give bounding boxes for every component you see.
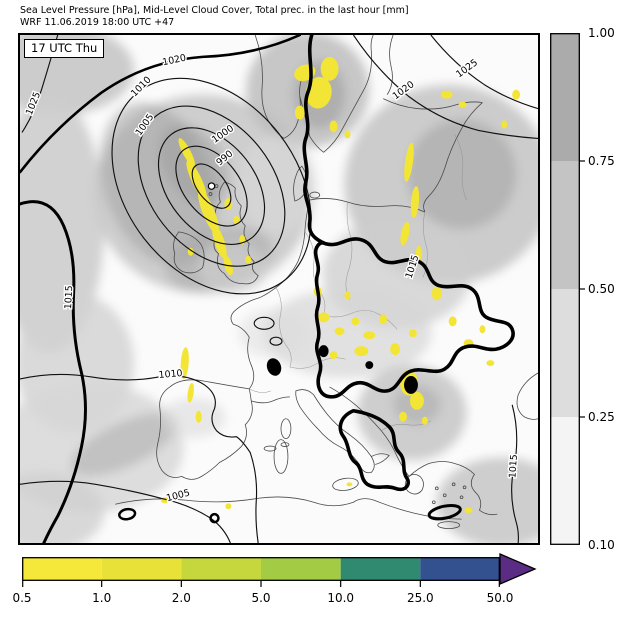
precip-tick-100: 10.0 (327, 591, 355, 605)
precip-tick-50: 5.0 (251, 591, 271, 605)
isobar-label-1010-iberia: 1010 (158, 368, 183, 381)
time-label: 17 UTC Thu (24, 39, 105, 58)
cloud-tick-050: 0.50 (588, 282, 615, 296)
chart-title: Sea Level Pressure [hPa], Mid-Level Clou… (20, 5, 409, 16)
cloud-cover-colorbar (550, 33, 586, 545)
precip-tick-20: 2.0 (171, 591, 191, 605)
isobar-thin-layer (20, 35, 538, 543)
chart-header: Sea Level Pressure [hPa], Mid-Level Clou… (20, 5, 409, 28)
cloud-tick-010: 0.10 (588, 538, 615, 552)
low-pressure-center-marker (207, 182, 216, 190)
precip-scale-ticks (22, 581, 500, 587)
isobar-label-1015-southeast: 1015 (507, 454, 520, 479)
precipitation-colorbar (22, 551, 538, 589)
cloud-scale-segment-1 (550, 33, 580, 161)
precip-scale-segment-5 (340, 557, 421, 581)
model-run-info: WRF 11.06.2019 18:00 UTC +47 (20, 16, 175, 28)
map-canvas: 1025 1020 1010 1005 1000 990 1015 1020 1… (20, 35, 538, 543)
cloud-tick-100: 1.00 (588, 26, 615, 40)
cloud-tick-075: 0.75 (588, 154, 615, 168)
precip-scale-segment-2 (101, 557, 182, 581)
precipitation-layer (160, 56, 521, 514)
precip-scale-segment-1 (22, 557, 102, 581)
isobar-thick-layer (20, 35, 515, 543)
precip-scale-overflow-arrow (499, 553, 537, 585)
cloud-scale-segment-2 (550, 161, 580, 289)
precip-tick-250: 25.0 (406, 591, 434, 605)
cloud-scale-segment-4 (550, 417, 580, 545)
precip-tick-05: 0.5 (12, 591, 32, 605)
precip-scale-border (22, 557, 500, 581)
precip-tick-10: 1.0 (92, 591, 112, 605)
cloud-scale-segment-3 (550, 289, 580, 417)
precip-tick-500: 50.0 (486, 591, 514, 605)
cloud-tick-025: 0.25 (588, 410, 615, 424)
map-frame: 1025 1020 1010 1005 1000 990 1015 1020 1… (18, 33, 540, 545)
cloud-scale-ticks (579, 160, 585, 418)
precip-scale-segment-3 (181, 557, 261, 581)
isobar-label-1015-west: 1015 (63, 285, 75, 310)
precip-scale-segment-4 (261, 557, 341, 581)
coastline-layer (115, 35, 538, 529)
precip-scale-segment-6 (420, 557, 500, 581)
